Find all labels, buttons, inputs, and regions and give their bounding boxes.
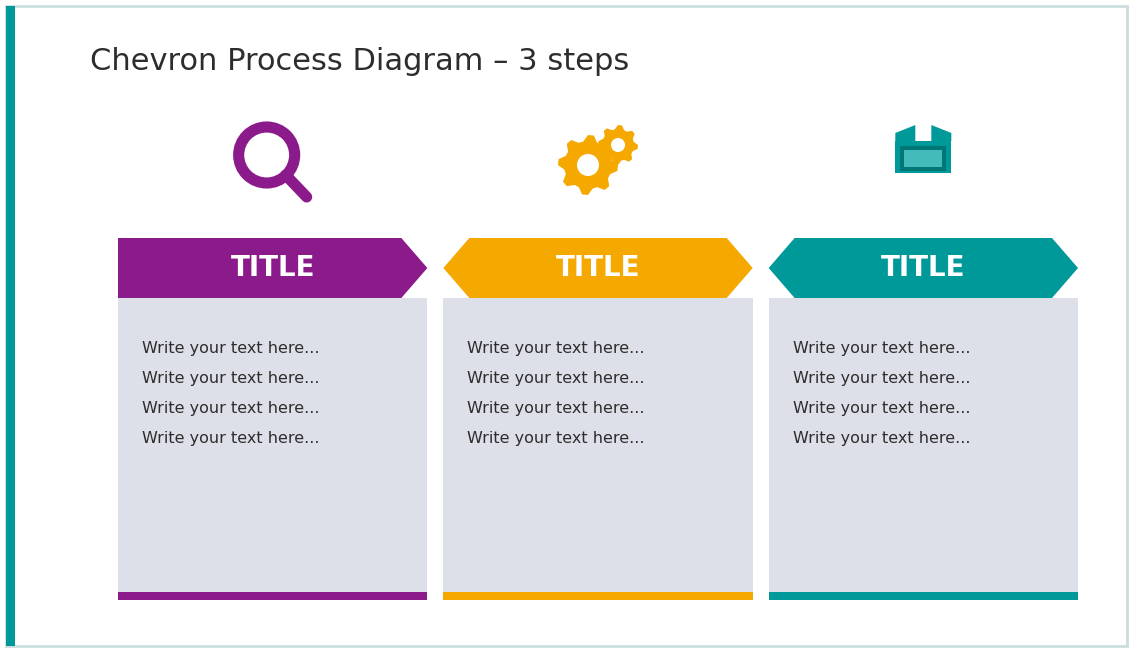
Text: Write your text here...: Write your text here...: [793, 340, 970, 355]
Text: Write your text here...: Write your text here...: [142, 400, 320, 415]
Bar: [904, 150, 943, 167]
Bar: [443, 592, 752, 600]
Bar: [768, 592, 1077, 600]
Text: TITLE: TITLE: [556, 254, 640, 282]
Text: Write your text here...: Write your text here...: [467, 400, 645, 415]
Bar: [118, 592, 427, 600]
Polygon shape: [557, 135, 617, 195]
Bar: [895, 141, 952, 173]
Bar: [443, 298, 752, 600]
Text: TITLE: TITLE: [230, 254, 315, 282]
Polygon shape: [931, 125, 952, 141]
Text: Chevron Process Diagram – 3 steps: Chevron Process Diagram – 3 steps: [90, 48, 629, 76]
Bar: [901, 146, 946, 171]
Bar: [6, 6, 15, 646]
Text: Write your text here...: Write your text here...: [142, 370, 320, 385]
Bar: [118, 298, 427, 600]
Polygon shape: [598, 125, 638, 165]
Polygon shape: [443, 238, 752, 298]
Text: Write your text here...: Write your text here...: [142, 430, 320, 445]
Text: Write your text here...: Write your text here...: [142, 340, 320, 355]
Bar: [768, 298, 1077, 600]
Text: Write your text here...: Write your text here...: [467, 430, 645, 445]
Circle shape: [611, 138, 625, 152]
Circle shape: [577, 154, 599, 176]
Polygon shape: [768, 238, 1077, 298]
Text: Write your text here...: Write your text here...: [793, 370, 970, 385]
Text: Write your text here...: Write your text here...: [467, 370, 645, 385]
Text: Write your text here...: Write your text here...: [467, 340, 645, 355]
Polygon shape: [118, 238, 427, 298]
Text: Write your text here...: Write your text here...: [793, 400, 970, 415]
Text: Write your text here...: Write your text here...: [793, 430, 970, 445]
Polygon shape: [895, 125, 915, 141]
Text: TITLE: TITLE: [881, 254, 965, 282]
